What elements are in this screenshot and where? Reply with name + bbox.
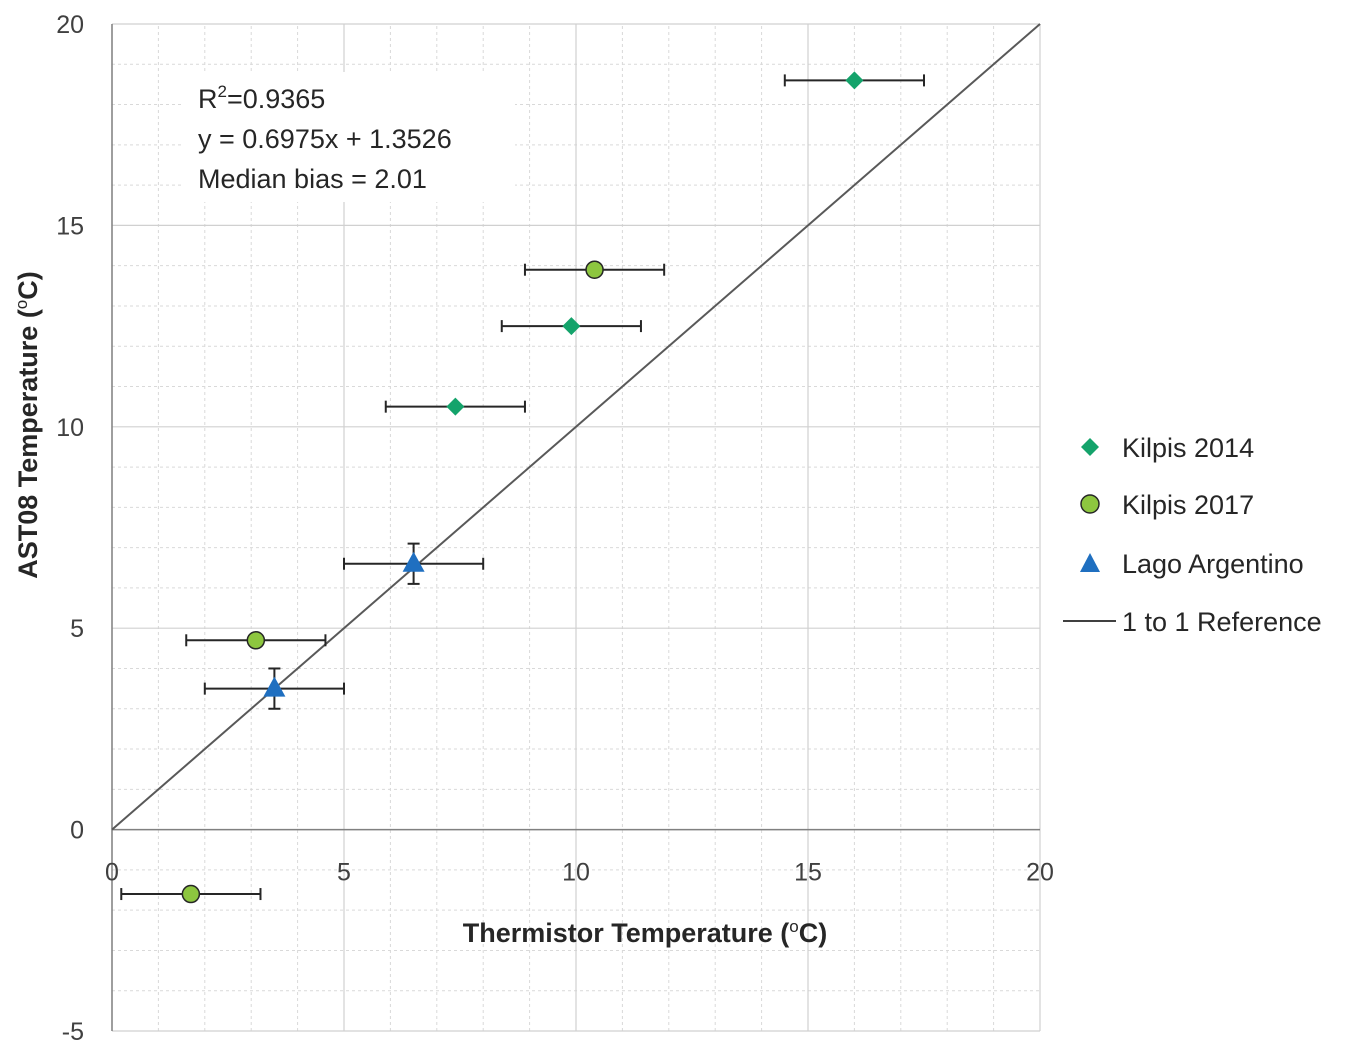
legend-label-kilpis-2014: Kilpis 2014 <box>1122 433 1254 463</box>
legend-label-reference: 1 to 1 Reference <box>1122 607 1322 637</box>
equation-annotation: y = 0.6975x + 1.3526 <box>198 124 452 154</box>
y-tick-label: 20 <box>56 11 84 39</box>
diamond-marker <box>562 317 580 335</box>
data-point-triangle <box>205 668 344 708</box>
data-point-circle <box>525 261 664 278</box>
r2-prefix: R <box>198 84 218 114</box>
y-tick-label: 15 <box>56 212 84 240</box>
x-tick-label: 0 <box>105 859 119 887</box>
r2-superscript: 2 <box>218 82 227 101</box>
triangle-marker <box>263 677 285 697</box>
r2-annotation: R2=0.9365 <box>198 82 325 114</box>
data-point-triangle <box>344 544 483 584</box>
data-point-circle <box>121 886 260 903</box>
legend-label-lago-argentino: Lago Argentino <box>1122 549 1304 579</box>
circle-marker <box>247 632 264 649</box>
y-tick-label: 0 <box>70 817 84 845</box>
y-axis-unit: C) <box>13 271 43 300</box>
diamond-marker <box>845 71 863 89</box>
circle-marker <box>182 886 199 903</box>
r2-value: =0.9365 <box>227 84 325 114</box>
y-axis-title-text: AST08 Temperature ( <box>13 309 43 579</box>
data-point-diamond <box>502 317 641 335</box>
y-tick-label: 10 <box>56 414 84 442</box>
y-axis-title: AST08 Temperature (oC) <box>12 271 43 579</box>
y-tick-label: -5 <box>62 1018 84 1043</box>
y-tick-labels: -5 0 5 10 15 20 <box>56 11 84 1043</box>
diamond-marker <box>446 398 464 416</box>
x-tick-label: 10 <box>562 859 590 887</box>
data-point-diamond <box>785 71 924 89</box>
data-point-circle <box>186 632 325 649</box>
x-tick-label: 15 <box>794 859 822 887</box>
y-tick-label: 5 <box>70 615 84 643</box>
x-tick-label: 20 <box>1026 859 1054 887</box>
legend-label-kilpis-2017: Kilpis 2017 <box>1122 490 1254 520</box>
median-bias-annotation: Median bias = 2.01 <box>198 164 427 194</box>
legend-marker-kilpis-2014 <box>1081 438 1099 456</box>
data-point-diamond <box>386 398 525 416</box>
x-axis-title-text: Thermistor Temperature ( <box>463 918 790 948</box>
y-axis-degree: o <box>12 300 31 309</box>
x-axis-title: Thermistor Temperature (oC) <box>463 917 828 948</box>
legend-marker-kilpis-2017 <box>1081 495 1099 513</box>
circle-marker <box>586 261 603 278</box>
legend-marker-lago-argentino <box>1080 553 1100 572</box>
x-axis-degree: o <box>789 917 798 936</box>
x-tick-labels: 0 5 10 15 20 <box>105 859 1054 887</box>
x-tick-label: 5 <box>337 859 351 887</box>
legend: Kilpis 2014 Kilpis 2017 Lago Argentino 1… <box>1063 433 1322 637</box>
x-axis-unit: C) <box>799 918 828 948</box>
